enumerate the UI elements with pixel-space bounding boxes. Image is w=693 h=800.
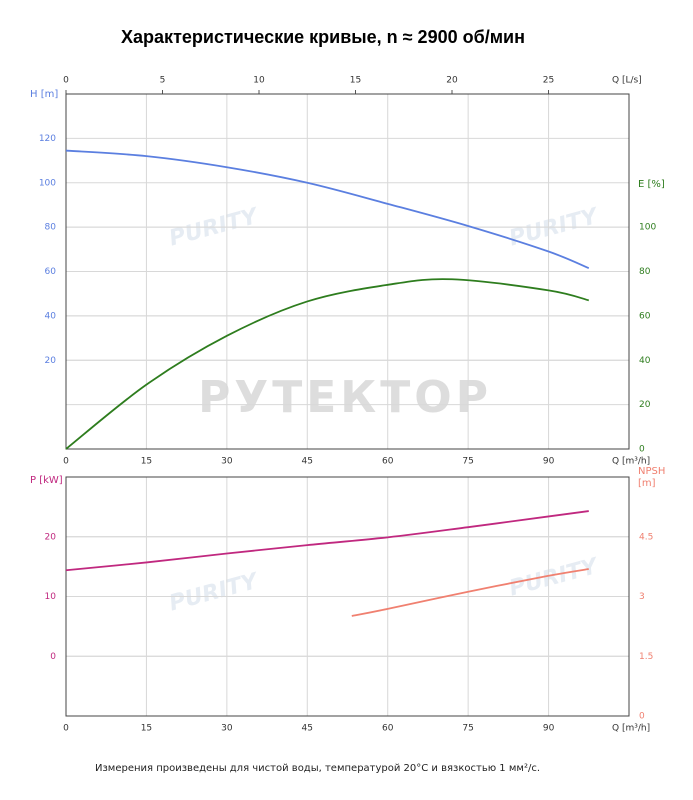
y-tick-label: 10 (45, 592, 57, 602)
x-tick-label: 90 (543, 724, 555, 734)
x-axis-label: Q [m³/h] (612, 457, 650, 467)
y-tick-label: 20 (45, 356, 57, 366)
y2-tick-label: 100 (639, 223, 656, 233)
x-tick-label: 0 (63, 724, 69, 734)
y-tick-label: 0 (50, 652, 56, 662)
x-tick-label: 90 (543, 457, 555, 467)
y2-tick-label: 40 (639, 356, 651, 366)
x-tick-label: 0 (63, 457, 69, 467)
x-tick-label: 30 (221, 457, 233, 467)
x2-axis-label: Q [L/s] (612, 76, 642, 86)
watermark-logo: PURITY (507, 554, 602, 602)
plot-frame (65, 93, 630, 450)
x-axis-label: Q [m³/h] (612, 724, 650, 734)
footnote: Измерения произведены для чистой воды, т… (95, 763, 540, 774)
y2-tick-label: 60 (639, 311, 651, 321)
y2-tick-label: 1.5 (639, 652, 653, 662)
y-tick-label: 120 (39, 134, 56, 144)
x-tick-label: 45 (302, 457, 313, 467)
x-tick-label: 60 (382, 457, 394, 467)
y2-axis-label: [m] (638, 478, 656, 489)
y-tick-label: 40 (45, 311, 57, 321)
x2-tick-label: 5 (160, 76, 166, 86)
y2-axis-label: E [%] (638, 179, 665, 190)
x-tick-label: 75 (462, 457, 473, 467)
x-tick-label: 15 (141, 724, 152, 734)
x2-tick-label: 10 (253, 76, 265, 86)
x-tick-label: 30 (221, 724, 233, 734)
curve (65, 278, 590, 450)
y-tick-label: 20 (45, 532, 57, 542)
x2-tick-label: 0 (63, 76, 69, 86)
x-tick-label: 75 (462, 724, 473, 734)
y2-tick-label: 3 (639, 592, 645, 602)
watermark: РУТЕКТОР (198, 372, 492, 423)
curve (65, 510, 589, 572)
y-axis-label: P [kW] (30, 475, 63, 486)
title: Характеристические кривые, n ≈ 2900 об/м… (121, 27, 525, 47)
y2-tick-label: 80 (639, 267, 651, 277)
y2-tick-label: 20 (639, 400, 651, 410)
x2-tick-label: 15 (350, 76, 361, 86)
curve (65, 149, 590, 270)
y-axis-label: H [m] (30, 89, 58, 100)
curve (351, 568, 589, 617)
watermark-logo: PURITY (167, 569, 262, 617)
x-tick-label: 45 (302, 724, 313, 734)
x2-tick-label: 25 (543, 76, 554, 86)
y2-tick-label: 0 (639, 712, 645, 722)
plot-frame (65, 476, 630, 717)
y-tick-label: 60 (45, 267, 57, 277)
y2-tick-label: 4.5 (639, 532, 653, 542)
y2-axis-label: NPSH (638, 466, 665, 477)
x2-tick-label: 20 (446, 76, 458, 86)
x-tick-label: 15 (141, 457, 152, 467)
y-tick-label: 80 (45, 223, 57, 233)
y-tick-label: 100 (39, 178, 56, 188)
x-tick-label: 60 (382, 724, 394, 734)
y2-tick-label: 0 (639, 445, 645, 455)
